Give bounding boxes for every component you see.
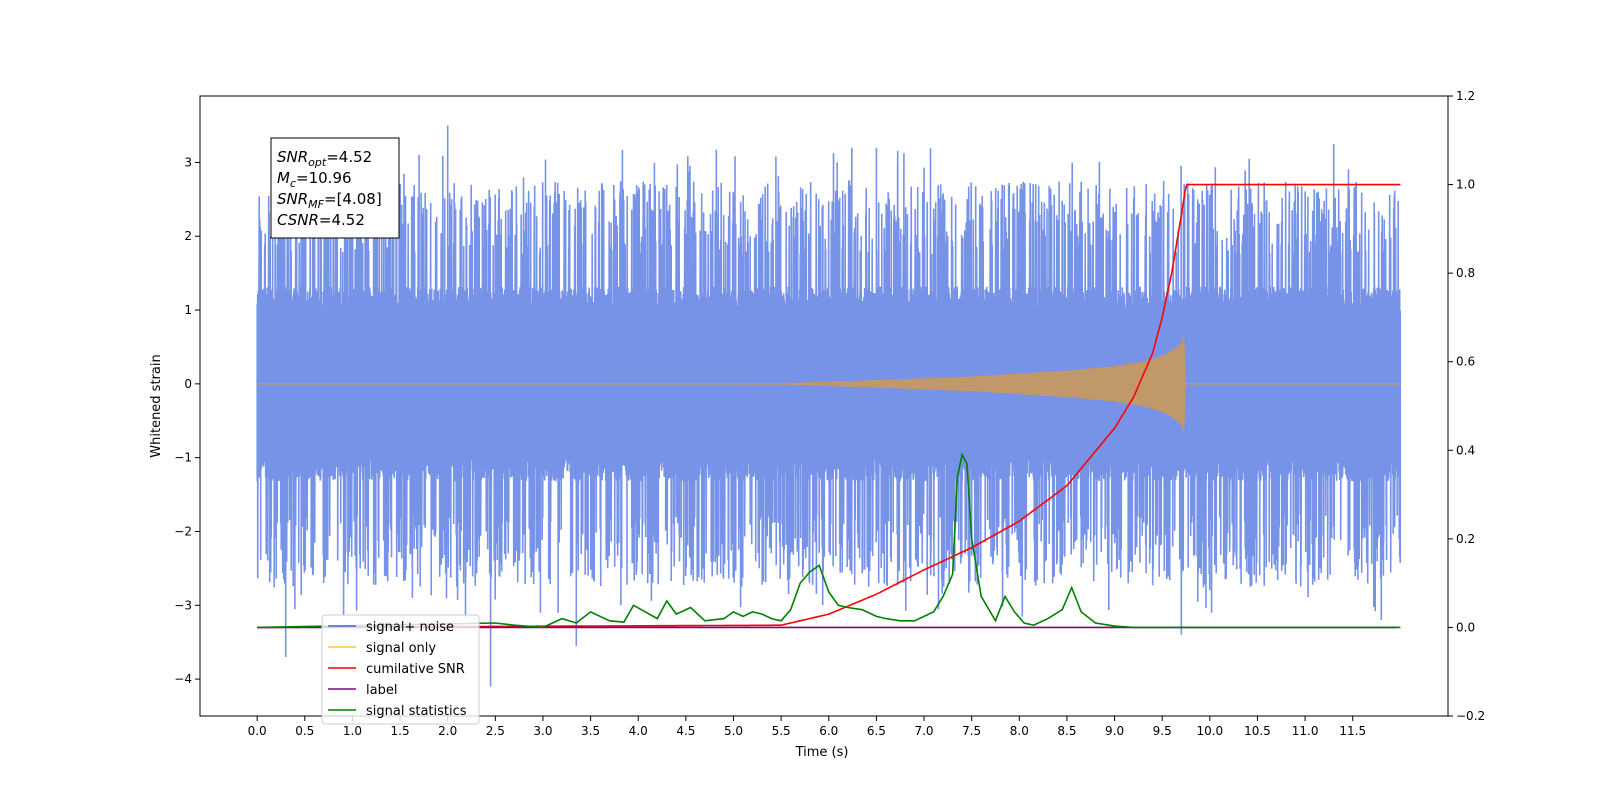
legend-entry-label: label bbox=[366, 683, 397, 698]
annotation-line: SNRopt=4.52 bbox=[277, 148, 372, 169]
y2-tick-label: 0.4 bbox=[1456, 443, 1475, 457]
annotation-line: CSNR=4.52 bbox=[277, 211, 365, 229]
y2-tick-label: −0.2 bbox=[1456, 709, 1485, 723]
annotation-line: SNRMF=[4.08] bbox=[277, 190, 382, 211]
x-tick-label: 11.0 bbox=[1292, 724, 1319, 738]
plot-frame bbox=[199, 95, 1449, 717]
y2-tick-label: 0.6 bbox=[1456, 355, 1475, 369]
series-layer bbox=[256, 125, 1401, 687]
x-tick-label: 8.5 bbox=[1057, 724, 1076, 738]
x-tick-label: 3.0 bbox=[533, 724, 552, 738]
y-axis-ticks: 3 2 1 0 −1 −2 −3 −4 bbox=[174, 155, 200, 686]
y-tick-label: −2 bbox=[174, 524, 192, 538]
y-tick-label: −3 bbox=[174, 598, 192, 612]
y2-tick-label: 1.0 bbox=[1456, 178, 1475, 192]
y-tick-label: −4 bbox=[174, 672, 192, 686]
legend-entry-label: cumilative SNR bbox=[366, 662, 465, 677]
x-tick-label: 6.5 bbox=[867, 724, 886, 738]
signal-noise-series bbox=[256, 125, 1401, 687]
y2-tick-label: 1.2 bbox=[1456, 89, 1475, 103]
x-tick-label: 0.0 bbox=[248, 724, 267, 738]
x-tick-label: 7.0 bbox=[914, 724, 933, 738]
y-tick-label: 0 bbox=[184, 377, 192, 391]
y-tick-label: 1 bbox=[184, 303, 192, 317]
legend-entry-label: signal only bbox=[366, 641, 436, 656]
y2-tick-label: 0.2 bbox=[1456, 532, 1475, 546]
x-tick-label: 2.5 bbox=[486, 724, 505, 738]
x-tick-label: 9.5 bbox=[1153, 724, 1172, 738]
y2-tick-label: 0.8 bbox=[1456, 266, 1475, 280]
x-tick-label: 10.5 bbox=[1244, 724, 1271, 738]
legend-entry-label: signal statistics bbox=[366, 704, 467, 719]
y2-axis-ticks: 1.2 1.0 0.8 0.6 0.4 0.2 0.0 −0.2 bbox=[1448, 89, 1485, 723]
x-tick-label: 5.5 bbox=[772, 724, 791, 738]
signal-statistics-series bbox=[257, 452, 1401, 629]
x-tick-label: 6.0 bbox=[819, 724, 838, 738]
x-tick-label: 7.5 bbox=[962, 724, 981, 738]
x-axis-label: Time (s) bbox=[795, 745, 849, 760]
x-tick-label: 10.0 bbox=[1196, 724, 1223, 738]
legend: signal+ noise signal only cumilative SNR la… bbox=[321, 614, 480, 725]
x-axis-ticks: 0.0 0.5 1.0 1.5 2.0 2.5 3.0 3.5 4.0 4.5 5.0 5.5 6.0 6… bbox=[248, 716, 1366, 738]
x-tick-label: 8.0 bbox=[1010, 724, 1029, 738]
x-tick-label: 3.5 bbox=[581, 724, 600, 738]
x-tick-label: 4.5 bbox=[676, 724, 695, 738]
x-tick-label: 5.0 bbox=[724, 724, 743, 738]
y-tick-label: −1 bbox=[174, 451, 192, 465]
x-tick-label: 1.5 bbox=[391, 724, 410, 738]
y-tick-label: 3 bbox=[184, 155, 192, 169]
x-tick-label: 2.0 bbox=[438, 724, 457, 738]
y-tick-label: 2 bbox=[184, 229, 192, 243]
annotation-line: Mc=10.96 bbox=[277, 169, 352, 190]
legend-entry-label: signal+ noise bbox=[366, 620, 454, 635]
x-tick-label: 1.0 bbox=[343, 724, 362, 738]
y2-tick-label: 0.0 bbox=[1456, 620, 1475, 634]
x-tick-label: 9.0 bbox=[1105, 724, 1124, 738]
x-tick-label: 0.5 bbox=[295, 724, 314, 738]
x-tick-label: 4.0 bbox=[629, 724, 648, 738]
y-axis-label: Whitened strain bbox=[149, 354, 164, 457]
x-tick-label: 11.5 bbox=[1339, 724, 1366, 738]
